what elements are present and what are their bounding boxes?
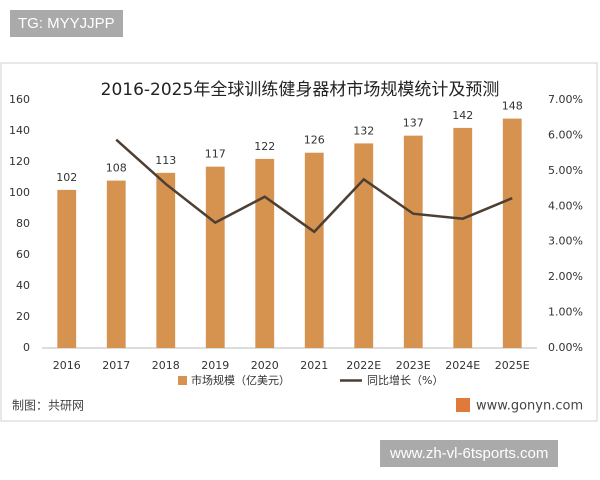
bar-value-label: 117 xyxy=(205,148,226,161)
bar-value-label: 148 xyxy=(502,100,523,113)
y2-tick-label: 5.00% xyxy=(548,164,583,177)
bar xyxy=(57,189,77,348)
x-tick-label: 2021 xyxy=(300,359,328,372)
bar xyxy=(304,152,324,348)
bar-value-label: 122 xyxy=(254,140,275,153)
y-tick-label: 140 xyxy=(9,124,30,137)
bar xyxy=(255,158,275,348)
chart-frame xyxy=(0,62,598,422)
source: 制图：共研网 xyxy=(12,399,84,413)
bar xyxy=(453,127,473,349)
y2-tick-label: 0.00% xyxy=(548,341,583,354)
x-tick-label: 2019 xyxy=(201,359,229,372)
x-tick-label: 2025E xyxy=(495,359,530,372)
x-tick-label: 2024E xyxy=(445,359,480,372)
y-tick-label: 80 xyxy=(16,217,30,230)
y2-tick-label: 2.00% xyxy=(548,270,583,283)
bar xyxy=(502,118,522,348)
y-tick-label: 40 xyxy=(16,279,30,292)
bar xyxy=(205,166,225,348)
y-tick-label: 60 xyxy=(16,248,30,261)
x-tick-label: 2022E xyxy=(346,359,381,372)
bar-value-label: 113 xyxy=(155,154,176,167)
bar xyxy=(156,172,176,348)
x-tick-label: 2016 xyxy=(53,359,81,372)
overlay-top: TG: MYYJJPP xyxy=(10,10,123,37)
growth-line xyxy=(115,138,513,234)
x-tick-label: 2017 xyxy=(102,359,130,372)
legend-swatch xyxy=(178,376,187,385)
x-tick-label: 2023E xyxy=(396,359,431,372)
overlay-bottom: www.zh-vl-6tsports.com xyxy=(380,440,559,467)
y2-tick-label: 1.00% xyxy=(548,306,583,319)
bar-value-label: 102 xyxy=(56,171,77,184)
y2-tick-label: 7.00% xyxy=(548,93,583,106)
website: www.gonyn.com xyxy=(476,399,583,414)
bar-value-label: 126 xyxy=(304,134,325,147)
bar xyxy=(403,135,423,348)
bar-value-label: 142 xyxy=(452,109,473,122)
x-tick-label: 2018 xyxy=(152,359,180,372)
bar-value-label: 132 xyxy=(353,124,374,137)
y2-tick-label: 4.00% xyxy=(548,199,583,212)
logo xyxy=(456,398,470,412)
x-tick-label: 2020 xyxy=(251,359,279,372)
bar xyxy=(354,143,374,348)
y-tick-label: 0 xyxy=(23,341,30,354)
bar xyxy=(106,180,126,348)
legend-label: 同比增长（%） xyxy=(367,373,443,387)
legend-label: 市场规模（亿美元） xyxy=(191,373,290,387)
y2-tick-label: 3.00% xyxy=(548,235,583,248)
y-tick-label: 120 xyxy=(9,155,30,168)
bar-value-label: 137 xyxy=(403,117,424,130)
bar-value-label: 108 xyxy=(106,162,127,175)
y-tick-label: 100 xyxy=(9,186,30,199)
y2-tick-label: 6.00% xyxy=(548,128,583,141)
y-tick-label: 20 xyxy=(16,310,30,323)
y-tick-label: 160 xyxy=(9,93,30,106)
chart-title: 2016-2025年全球训练健身器材市场规模统计及预测 xyxy=(101,80,500,100)
